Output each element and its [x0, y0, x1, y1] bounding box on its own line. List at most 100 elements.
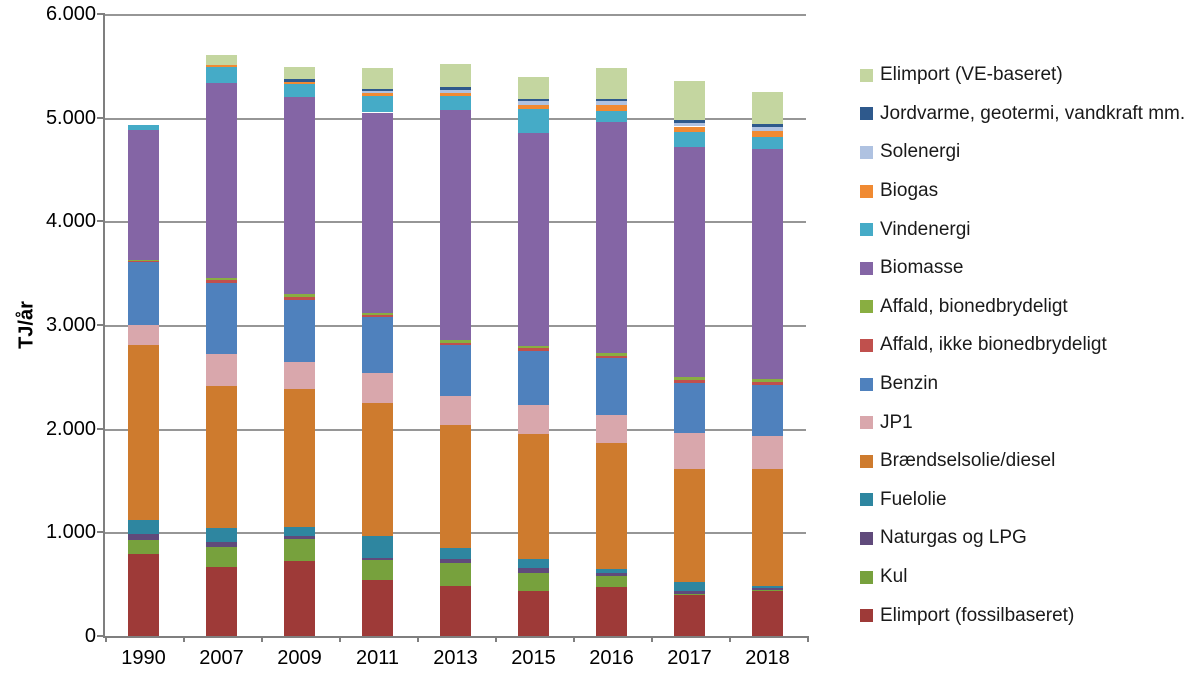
legend-item: Naturgas og LPG: [860, 519, 1185, 558]
bar-segment: [206, 278, 237, 281]
legend-item: Solenergi: [860, 133, 1185, 172]
bar-segment: [128, 325, 159, 345]
bar-segment: [284, 561, 315, 636]
bar-segment: [440, 424, 471, 549]
bar-segment: [674, 376, 705, 380]
bar-segment: [206, 282, 237, 354]
bar-segment: [440, 559, 471, 564]
y-tick-mark: [97, 13, 105, 15]
bar-segment: [518, 348, 549, 351]
y-tick-mark: [97, 531, 105, 534]
x-tick-mark: [260, 636, 263, 642]
x-axis-label: 2018: [745, 647, 790, 669]
bar-segment: [362, 580, 393, 636]
bar-segment: [362, 373, 393, 403]
bar-segment: [752, 382, 783, 386]
bar-segment: [596, 353, 627, 356]
bar-segment: [752, 149, 783, 380]
legend-item: Elimport (VE-baseret): [860, 56, 1185, 95]
legend-swatch: [860, 300, 873, 314]
bar-segment: [596, 100, 627, 106]
x-tick-mark: [416, 636, 419, 642]
bar-segment: [284, 67, 315, 80]
bar-segment: [128, 262, 159, 325]
bar-segment: [752, 379, 783, 383]
bar-segment: [674, 131, 705, 147]
bar-segment: [440, 345, 471, 397]
bar-segment: [362, 312, 393, 316]
x-tick-mark: [104, 636, 107, 642]
bar-segment: [440, 563, 471, 586]
y-tick-mark: [97, 220, 105, 223]
legend-label: Naturgas og LPG: [880, 527, 1027, 549]
bar-segment: [596, 569, 627, 573]
bar-segment: [596, 355, 627, 359]
legend-label: Fuelolie: [880, 488, 947, 510]
legend-label: Brændselsolie/diesel: [880, 450, 1056, 472]
legend-swatch: [860, 377, 873, 391]
bar-segment: [440, 64, 471, 88]
legend-label: Kul: [880, 566, 908, 588]
legend-swatch: [860, 261, 873, 275]
bar-segment: [674, 593, 705, 596]
bar-segment: [206, 386, 237, 528]
bar-segment: [596, 572, 627, 576]
bar-segment: [674, 122, 705, 127]
bar-segment: [752, 591, 783, 636]
bar-segment: [284, 79, 315, 82]
x-tick-mark: [338, 636, 341, 642]
legend-item: Benzin: [860, 365, 1185, 404]
x-tick-mark: [182, 636, 185, 642]
bar-segment: [284, 294, 315, 298]
bar-segment: [518, 104, 549, 109]
x-axis-label: 2007: [199, 647, 244, 669]
bar-segment: [674, 590, 705, 594]
plot-area: [104, 14, 806, 636]
legend-label: Affald, bionedbrydeligt: [880, 295, 1068, 317]
bar-segment: [674, 383, 705, 434]
bar-segment: [752, 124, 783, 127]
bar-segment: [440, 87, 471, 91]
y-tick-label: 4.000: [45, 210, 96, 233]
bar-segment: [518, 434, 549, 560]
legend-label: Elimport (VE-baseret): [880, 64, 1063, 86]
bar-segment: [440, 585, 471, 636]
x-axis-label: 2009: [277, 647, 322, 669]
x-axis-label: 2017: [667, 647, 712, 669]
x-tick-mark: [494, 636, 497, 642]
bar-segment: [362, 557, 393, 561]
bar-segment: [284, 297, 315, 300]
bar-segment: [596, 575, 627, 588]
bar-segment: [596, 99, 627, 101]
bar-segment: [596, 442, 627, 570]
bar-segment: [362, 402, 393, 537]
bar-segment: [518, 345, 549, 349]
bar-segment: [596, 110, 627, 122]
bar-segment: [362, 560, 393, 581]
bar-segment: [206, 546, 237, 567]
bar-segment: [752, 469, 783, 586]
x-tick-mark: [650, 636, 653, 642]
x-axis-label: 2011: [355, 647, 399, 669]
bar-segment: [518, 133, 549, 346]
bar-segment: [128, 534, 159, 540]
bar-segment: [284, 83, 315, 97]
bar-segment: [674, 595, 705, 636]
bar-segment: [674, 126, 705, 132]
bar-segment: [284, 535, 315, 540]
legend-label: Biomasse: [880, 257, 964, 279]
bar-segment: [518, 100, 549, 105]
bar-segment: [440, 109, 471, 341]
bar-segment: [206, 353, 237, 387]
legend-label: Benzin: [880, 373, 939, 395]
bar-segment: [362, 112, 393, 313]
legend-item: Fuelolie: [860, 481, 1185, 520]
bar-segment: [752, 91, 783, 124]
bar-segment: [752, 585, 783, 589]
bar-segment: [206, 280, 237, 283]
bar-segment: [518, 76, 549, 100]
bar-segment: [596, 105, 627, 111]
bar-segment: [284, 299, 315, 362]
y-tick-label: 2.000: [45, 417, 96, 440]
bar-segment: [518, 99, 549, 101]
